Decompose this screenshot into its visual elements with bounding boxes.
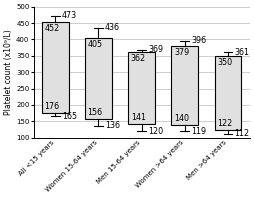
Text: 405: 405 bbox=[87, 40, 102, 49]
Bar bbox=[128, 52, 154, 124]
Text: 176: 176 bbox=[44, 102, 59, 111]
Text: 452: 452 bbox=[44, 24, 59, 33]
Bar bbox=[214, 56, 240, 130]
Text: 350: 350 bbox=[216, 58, 231, 67]
Text: 362: 362 bbox=[130, 54, 145, 63]
Text: 120: 120 bbox=[148, 126, 163, 136]
Text: 361: 361 bbox=[233, 48, 248, 57]
Bar bbox=[171, 46, 197, 125]
Bar bbox=[85, 38, 111, 119]
Text: 369: 369 bbox=[148, 45, 163, 54]
Y-axis label: Platelet count (x10⁹/L): Platelet count (x10⁹/L) bbox=[4, 29, 13, 115]
Text: 122: 122 bbox=[216, 119, 231, 128]
Text: 165: 165 bbox=[61, 112, 76, 121]
Text: 473: 473 bbox=[61, 11, 76, 20]
Text: 156: 156 bbox=[87, 108, 102, 117]
Bar bbox=[42, 22, 68, 113]
Text: 379: 379 bbox=[173, 48, 188, 57]
Text: 112: 112 bbox=[233, 129, 249, 138]
Text: 136: 136 bbox=[104, 121, 119, 130]
Text: 436: 436 bbox=[104, 23, 119, 32]
Text: 396: 396 bbox=[190, 36, 205, 45]
Text: 141: 141 bbox=[130, 113, 145, 122]
Text: 140: 140 bbox=[173, 113, 188, 123]
Text: 119: 119 bbox=[190, 127, 205, 136]
